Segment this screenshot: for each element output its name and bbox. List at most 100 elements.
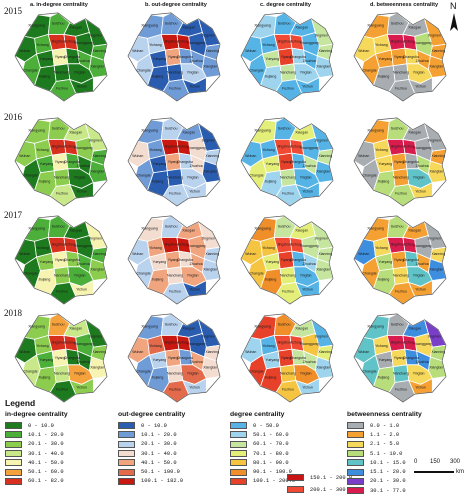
map-city-label: Ezhou [404,39,414,43]
map-city-label: Jingzhou [51,340,65,344]
map-region [69,181,94,199]
map-city-label: Yichang [375,344,388,348]
map-city-label: Jingmen [202,334,215,338]
map-region [69,279,94,297]
map-city-label: Huanggang [187,41,205,45]
map-city-label: Yiyang [168,55,179,59]
legend-swatch [347,468,364,476]
map-city-label: Jingmen [202,33,215,37]
map-btw-2015: Xiangyang Suizhou Xiaogan Jingmen Wuhan Yicha… [346,7,454,103]
map-city-label: Xiaogan [408,26,421,30]
legend-range: 30.1 - 77.0 [370,487,406,494]
map-city-label: Ezhou [404,242,414,246]
column-title-degree: c. degree centrality [260,2,311,8]
legend-swatch [347,459,364,467]
map-city-label: Nanchang [54,71,70,75]
map-city-label: Xiangyang [367,227,384,231]
map-city-label: Yiyang [394,160,405,164]
legend-range: 150.1 - 200.0 [310,474,353,481]
map-city-label: Yichun [189,189,200,193]
map-city-label: Huanggang [300,244,318,248]
map-outline [127,117,221,207]
map-city-label: Jingmen [428,334,441,338]
map-city-label: Ezhou [65,340,75,344]
map-city-label: Jingzhou [277,144,291,148]
map-city-label: Yingtan [187,372,199,376]
legend-row: 50.1 - 60.0 [230,430,295,439]
legend-row: 15.1 - 20.0 [347,467,422,476]
map-city-label: Xiaogan [69,229,82,233]
map-region [69,76,94,94]
legend-row: 30.1 - 40.0 [5,449,68,458]
map-city-label: Yichun [415,287,426,291]
map-city-label: Yueyang [378,57,392,61]
map-outline [353,313,447,403]
map-city-label: Yichun [415,189,426,193]
map-city-label: Changde [23,370,37,374]
map-city-label: Changsha [403,258,419,262]
map-city-label: Xiangyang [141,129,158,133]
map-city-label: Yichun [302,189,313,193]
map-city-label: Jiujiang [38,75,50,79]
map-city-label: Xianning [92,49,106,53]
map-city-label: Suizhou [52,323,65,327]
map-city-label: Xiaogan [69,26,82,30]
map-city-label: Nanchang [280,176,296,180]
map-city-label: Xiangyang [254,325,271,329]
map-city-label: Xiangtan [203,366,217,370]
map-city-label: Fuzhou [282,289,294,293]
map-outline [127,215,221,305]
map-city-label: Xianning [318,154,332,158]
legend-row: 1.1 - 2.0 [347,430,422,439]
map-city-label: Yingtan [300,176,312,180]
map-outline [240,12,334,102]
legend-row: 5.1 - 10.0 [347,449,422,458]
map-city-label: Xiangyang [28,325,45,329]
legend-heading: in-degree centrality [5,411,68,418]
map-city-label: Changde [136,272,150,276]
map-city-label: Huanggang [413,342,431,346]
map-city-label: Fuzhou [56,387,68,391]
map-city-label: Huanggang [187,146,205,150]
legend-range: 0 - 50.0 [253,422,279,429]
map-city-label: Fuzhou [169,289,181,293]
year-label-2018: 2018 [4,308,22,318]
map-region [295,279,320,297]
map-city-label: Yiyang [168,356,179,360]
map-city-label: Suizhou [52,22,65,26]
map-city-label: Huanggang [187,342,205,346]
legend-title: Legend [5,398,36,408]
map-city-label: Yingtan [413,274,425,278]
legend-swatch [230,450,247,458]
map-city-label: Xianning [205,49,219,53]
map-in-2018: Xiangyang Suizhou Xiaogan Jingmen Wuhan Yicha… [7,308,115,404]
map-city-label: Xiangtan [316,268,330,272]
map-city-label: Xiangyang [254,129,271,133]
map-city-label: Jingzhou [390,340,404,344]
map-city-label: Jingzhou [51,242,65,246]
legend-swatch [230,468,247,476]
map-city-label: Ezhou [65,144,75,148]
map-city-label: Fuzhou [282,191,294,195]
map-city-label: Yiyang [394,258,405,262]
map-outline [14,215,108,305]
map-city-label: Xiangtan [316,65,330,69]
map-city-label: Jingmen [315,138,328,142]
legend-row: 40.1 - 50.0 [118,458,185,467]
map-in-2017: Xiangyang Suizhou Xiaogan Jingmen Wuhan Yicha… [7,210,115,306]
map-city-label: Changde [23,69,37,73]
map-region [202,160,221,183]
map-region [89,258,108,281]
map-city-label: Nanchang [393,71,409,75]
year-label-2016: 2016 [4,112,22,122]
map-region [202,258,221,281]
map-city-label: Jingzhou [51,144,65,148]
map-city-label: Wuhan [19,154,30,158]
map-city-label: Jingzhou [390,242,404,246]
map-outline [353,12,447,102]
map-city-label: Jingzhou [277,39,291,43]
map-city-label: Changsha [64,356,80,360]
legend-heading: degree centrality [230,411,285,418]
map-city-label: Yichun [76,287,87,291]
map-city-label: Changsha [290,258,306,262]
